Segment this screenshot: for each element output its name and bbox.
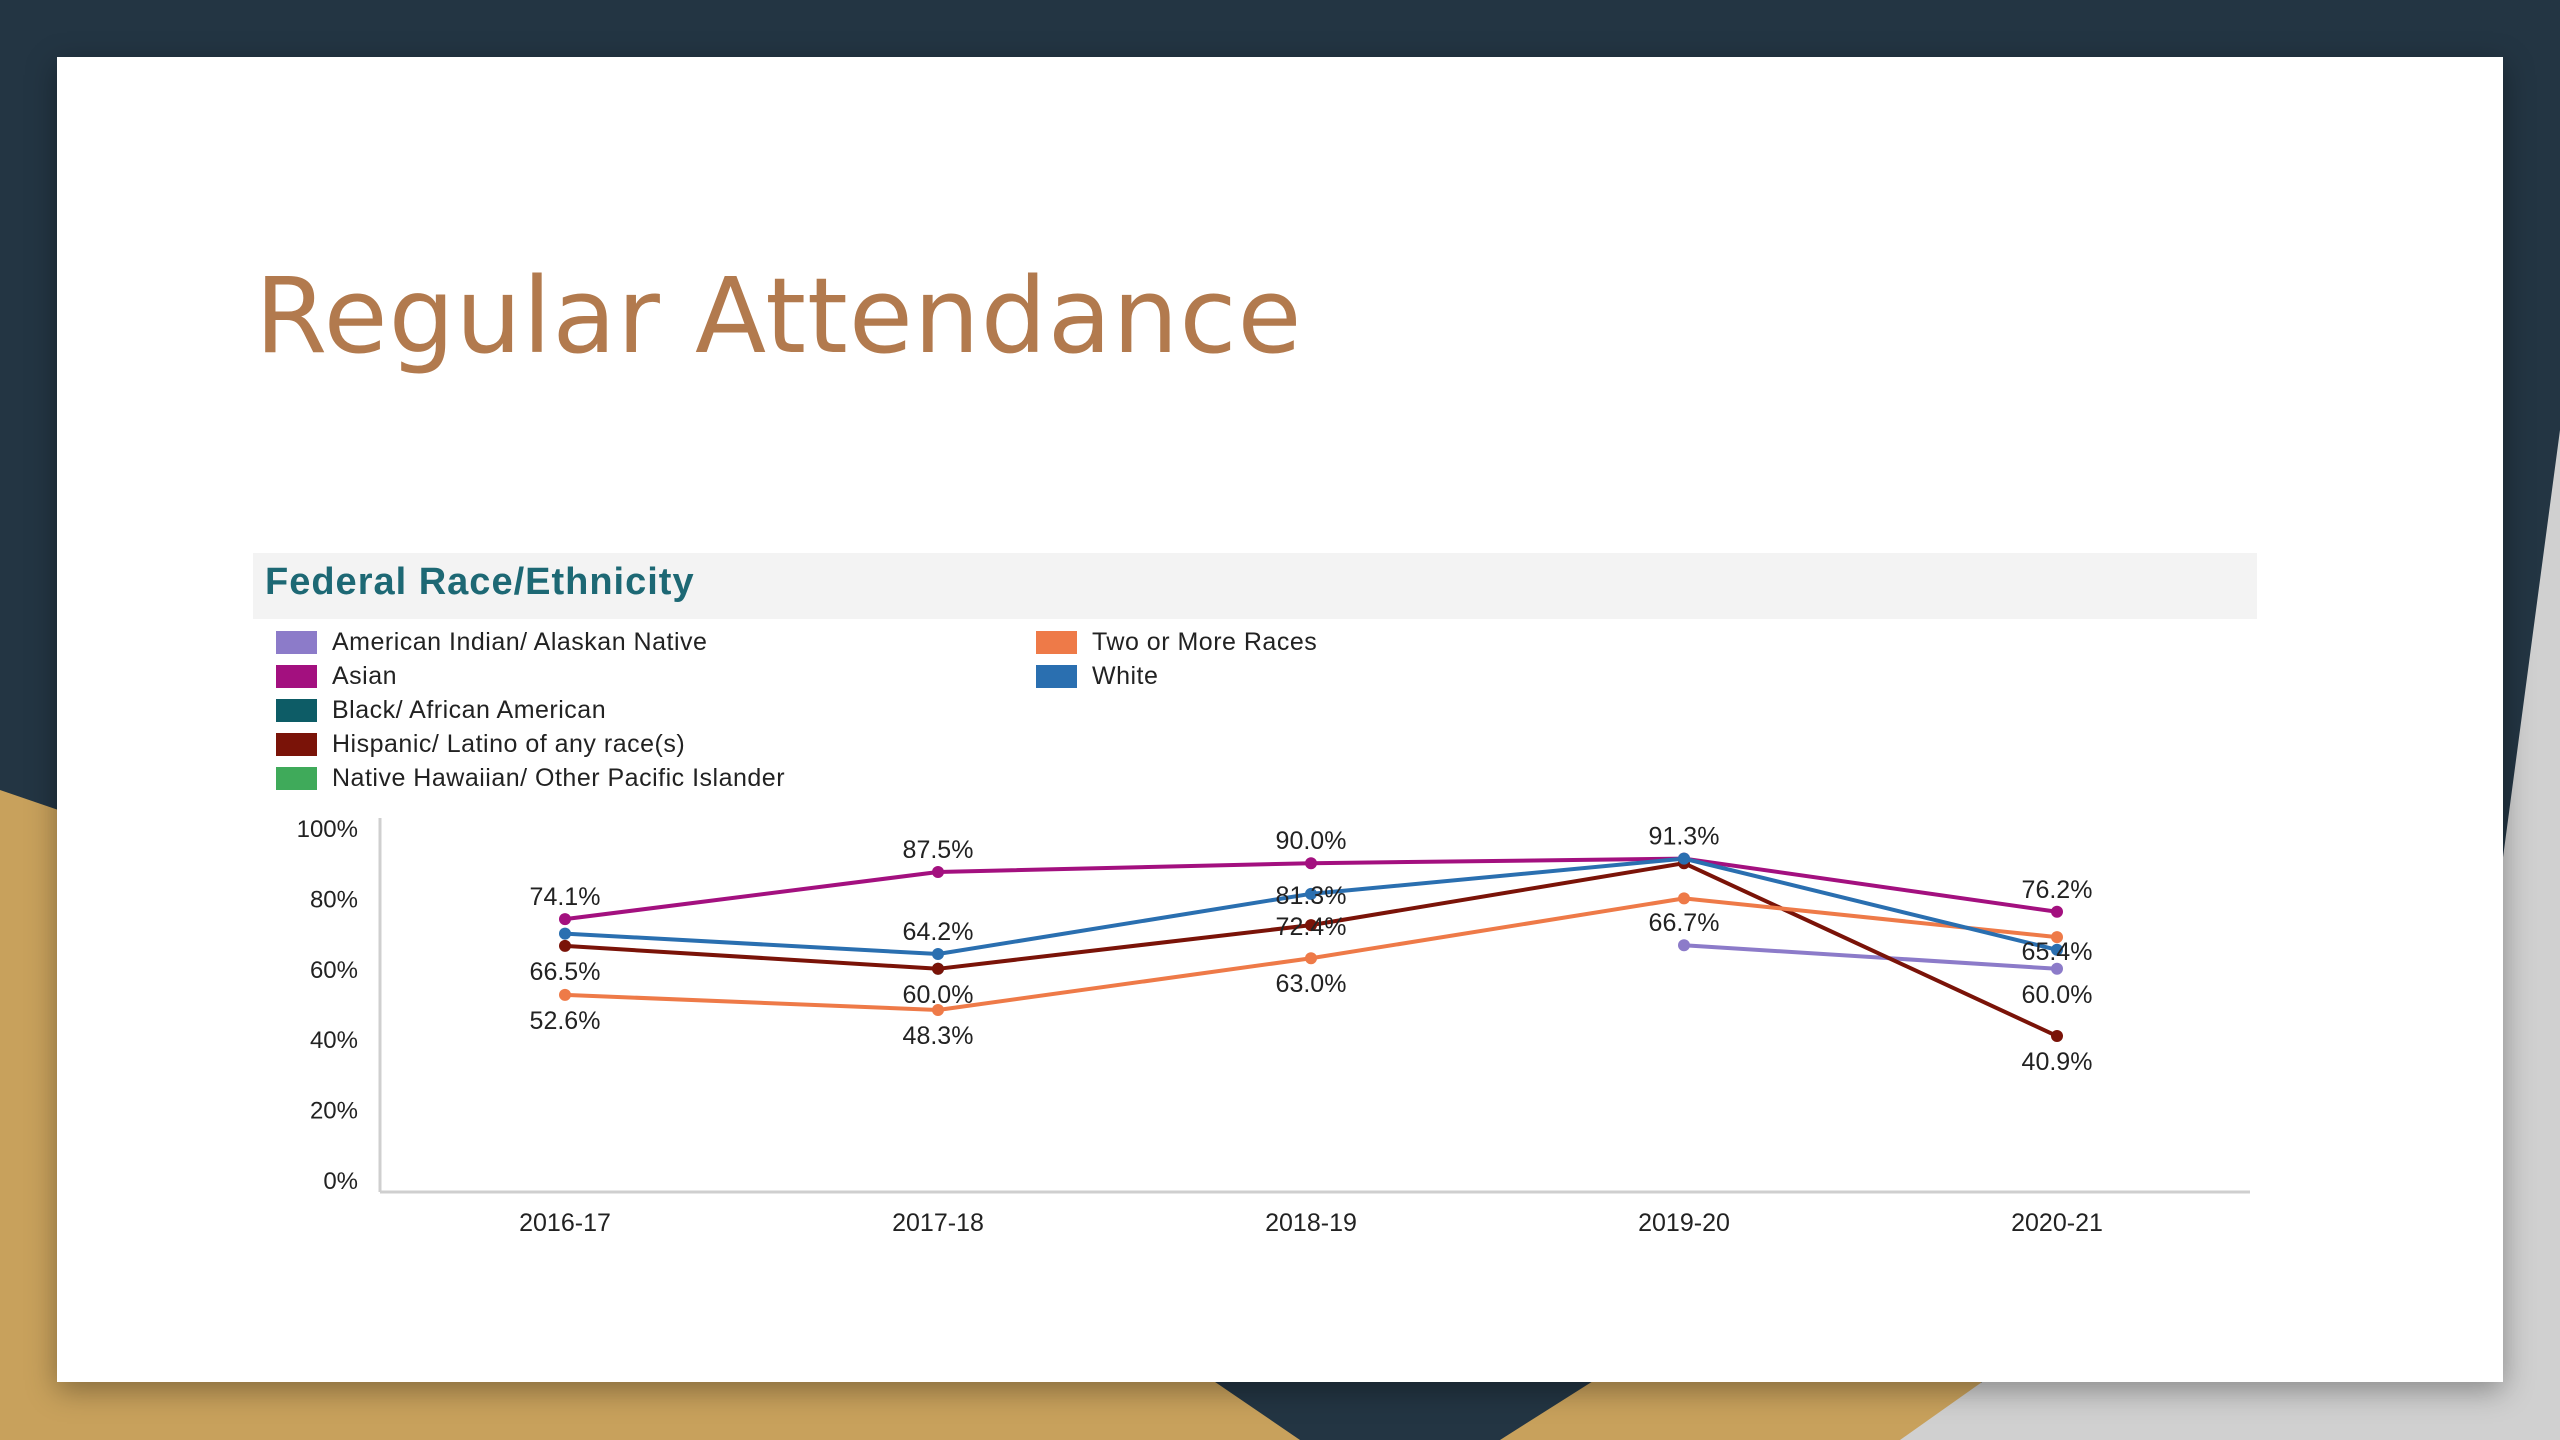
- data-label: 66.7%: [1649, 909, 1720, 937]
- y-tick-label: 0%: [323, 1168, 358, 1195]
- y-tick-label: 100%: [297, 816, 358, 843]
- legend-label: Black/ African American: [332, 696, 607, 724]
- data-point-two-or-more-races: [559, 988, 571, 1001]
- x-tick-label: 2018-19: [1265, 1209, 1357, 1237]
- legend-swatch: [276, 631, 317, 654]
- slide-title: Regular Attendance: [255, 255, 1303, 377]
- data-label: 66.5%: [530, 958, 601, 986]
- chart-legend: American Indian/ Alaskan Native Asian Blac…: [276, 627, 1576, 797]
- data-label: 90.0%: [1276, 827, 1347, 855]
- x-tick-label: 2016-17: [519, 1209, 611, 1237]
- data-point-two-or-more-races: [932, 1003, 944, 1016]
- chart-header: Federal Race/Ethnicity: [253, 553, 2257, 619]
- data-point-hispanic-latino-of-any-race-s: [559, 939, 571, 952]
- x-tick-label: 2020-21: [2011, 1209, 2103, 1237]
- data-label: 74.1%: [530, 883, 601, 911]
- data-point-asian: [559, 913, 571, 926]
- data-label: 60.0%: [2022, 981, 2093, 1009]
- legend-label: White: [1092, 662, 1159, 690]
- data-point-white: [932, 948, 944, 961]
- slide-card: [57, 57, 2503, 1382]
- series-line-american-indian-alaskan-native: [1683, 943, 2058, 971]
- legend-label: American Indian/ Alaskan Native: [332, 628, 708, 656]
- data-point-white: [2051, 943, 2063, 956]
- legend-label: Native Hawaiian/ Other Pacific Islander: [332, 764, 786, 792]
- data-point-two-or-more-races: [1678, 892, 1690, 905]
- data-point-white: [559, 927, 571, 940]
- data-label: 91.3%: [1649, 823, 1720, 851]
- data-point-asian: [2051, 905, 2063, 918]
- legend-swatch: [276, 665, 317, 688]
- data-point-hispanic-latino-of-any-race-s: [932, 962, 944, 975]
- data-point-white: [1678, 852, 1690, 865]
- data-label: 81.3%: [1276, 882, 1347, 910]
- y-tick-label: 80%: [310, 886, 358, 913]
- legend-label: Asian: [332, 662, 398, 690]
- line-chart: 0% 20% 40% 60% 80% 100% 2016-17 2017-18 2018-19 2…: [297, 816, 2250, 1237]
- chart-title: Federal Race/Ethnicity: [265, 561, 695, 603]
- legend-swatch: [276, 733, 317, 756]
- data-point-american-indian-alaskan-native: [1678, 939, 1690, 952]
- legend-swatch: [1036, 631, 1077, 654]
- data-point-hispanic-latino-of-any-race-s: [2051, 1030, 2063, 1043]
- data-label: 64.2%: [903, 918, 974, 946]
- data-label: 48.3%: [903, 1022, 974, 1050]
- legend-label: Two or More Races: [1092, 628, 1318, 656]
- x-tick-label: 2017-18: [892, 1209, 984, 1237]
- data-point-white: [1305, 887, 1317, 900]
- data-label: 52.6%: [530, 1007, 601, 1035]
- data-label: 63.0%: [1276, 970, 1347, 998]
- data-label: 60.0%: [903, 981, 974, 1009]
- data-label: 87.5%: [903, 836, 974, 864]
- data-label: 40.9%: [2022, 1048, 2093, 1076]
- data-label: 65.4%: [2022, 938, 2093, 966]
- y-tick-label: 60%: [310, 957, 358, 984]
- data-point-american-indian-alaskan-native: [2051, 962, 2063, 975]
- data-point-two-or-more-races: [2051, 931, 2063, 944]
- legend-swatch: [1036, 665, 1077, 688]
- data-point-two-or-more-races: [1305, 952, 1317, 965]
- x-tick-label: 2019-20: [1638, 1209, 1730, 1237]
- legend-swatch: [276, 699, 317, 722]
- data-point-asian: [1305, 857, 1317, 870]
- y-tick-label: 20%: [310, 1098, 358, 1125]
- data-point-hispanic-latino-of-any-race-s: [1305, 919, 1317, 932]
- y-tick-label: 40%: [310, 1027, 358, 1054]
- data-label: 72.4%: [1276, 913, 1347, 941]
- data-point-asian: [932, 866, 944, 878]
- legend-label: Hispanic/ Latino of any race(s): [332, 730, 686, 758]
- data-label: 76.2%: [2022, 876, 2093, 904]
- legend-swatch: [276, 767, 317, 790]
